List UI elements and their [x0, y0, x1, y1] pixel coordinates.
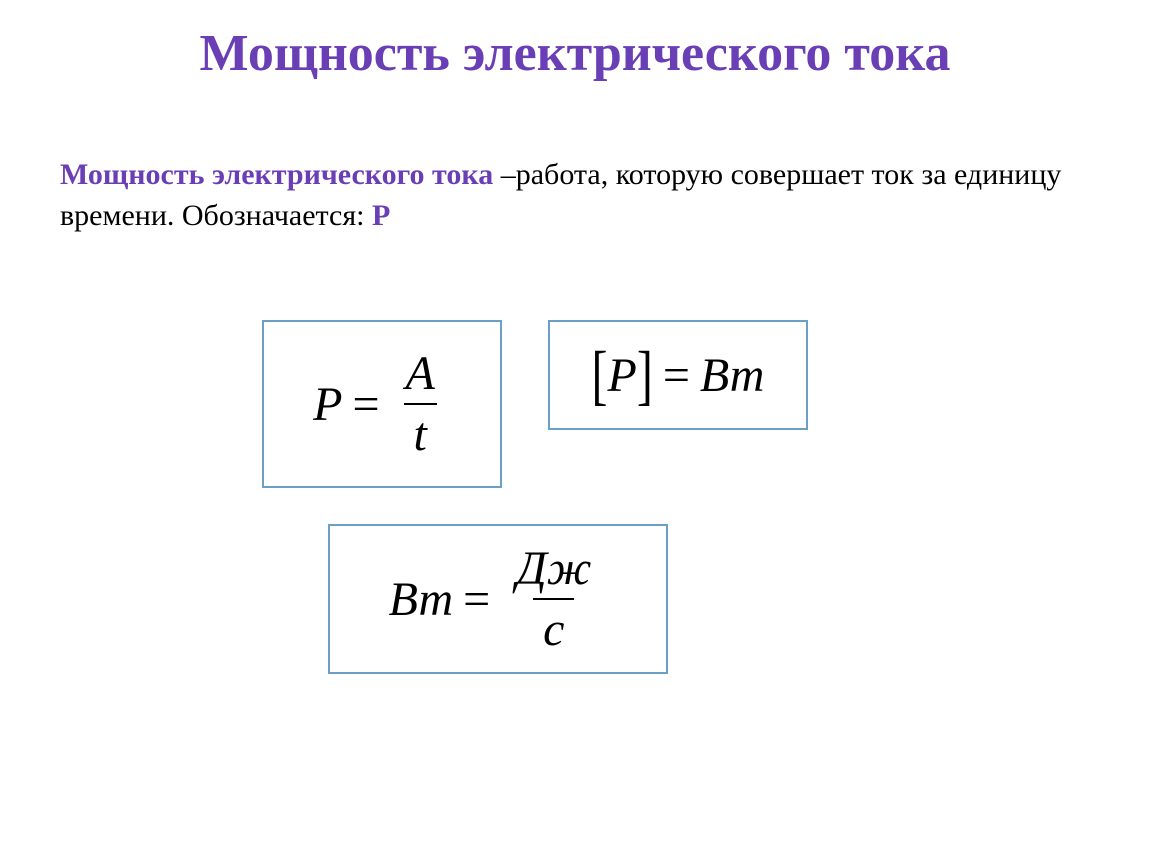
f3-denominator: с: [533, 598, 574, 657]
f2-bracket-open: [: [592, 337, 608, 414]
f1-eq: =: [352, 377, 379, 432]
f3-lhs: Вт: [389, 572, 454, 627]
f2-rhs: Вт: [700, 348, 765, 403]
slide-title: Мощность электрического тока: [0, 24, 1150, 83]
f1-denominator: t: [404, 403, 437, 462]
f2-eq: =: [663, 348, 690, 403]
definition-text: Мощность электрического тока –работа, ко…: [60, 155, 1090, 236]
formula-box-1: P = A t: [262, 320, 502, 488]
f2-inside: P: [608, 348, 637, 403]
f2-bracket-close: ]: [637, 337, 653, 414]
f1-numerator: A: [396, 346, 445, 403]
f3-numerator: Дж: [506, 541, 601, 598]
slide: Мощность электрического тока Мощность эл…: [0, 0, 1150, 864]
f1-fraction: A t: [396, 346, 445, 462]
formula-2: [P] = Вт: [592, 348, 765, 403]
f3-eq: =: [463, 572, 490, 627]
definition-lead: Мощность электрического тока: [60, 158, 493, 191]
formula-box-2: [P] = Вт: [548, 320, 808, 430]
f1-lhs: P: [313, 377, 342, 432]
formula-3: Вт = Дж с: [389, 541, 608, 657]
formula-box-3: Вт = Дж с: [328, 524, 668, 674]
f3-fraction: Дж с: [506, 541, 601, 657]
definition-symbol: P: [372, 199, 390, 232]
formula-1: P = A t: [313, 346, 451, 462]
